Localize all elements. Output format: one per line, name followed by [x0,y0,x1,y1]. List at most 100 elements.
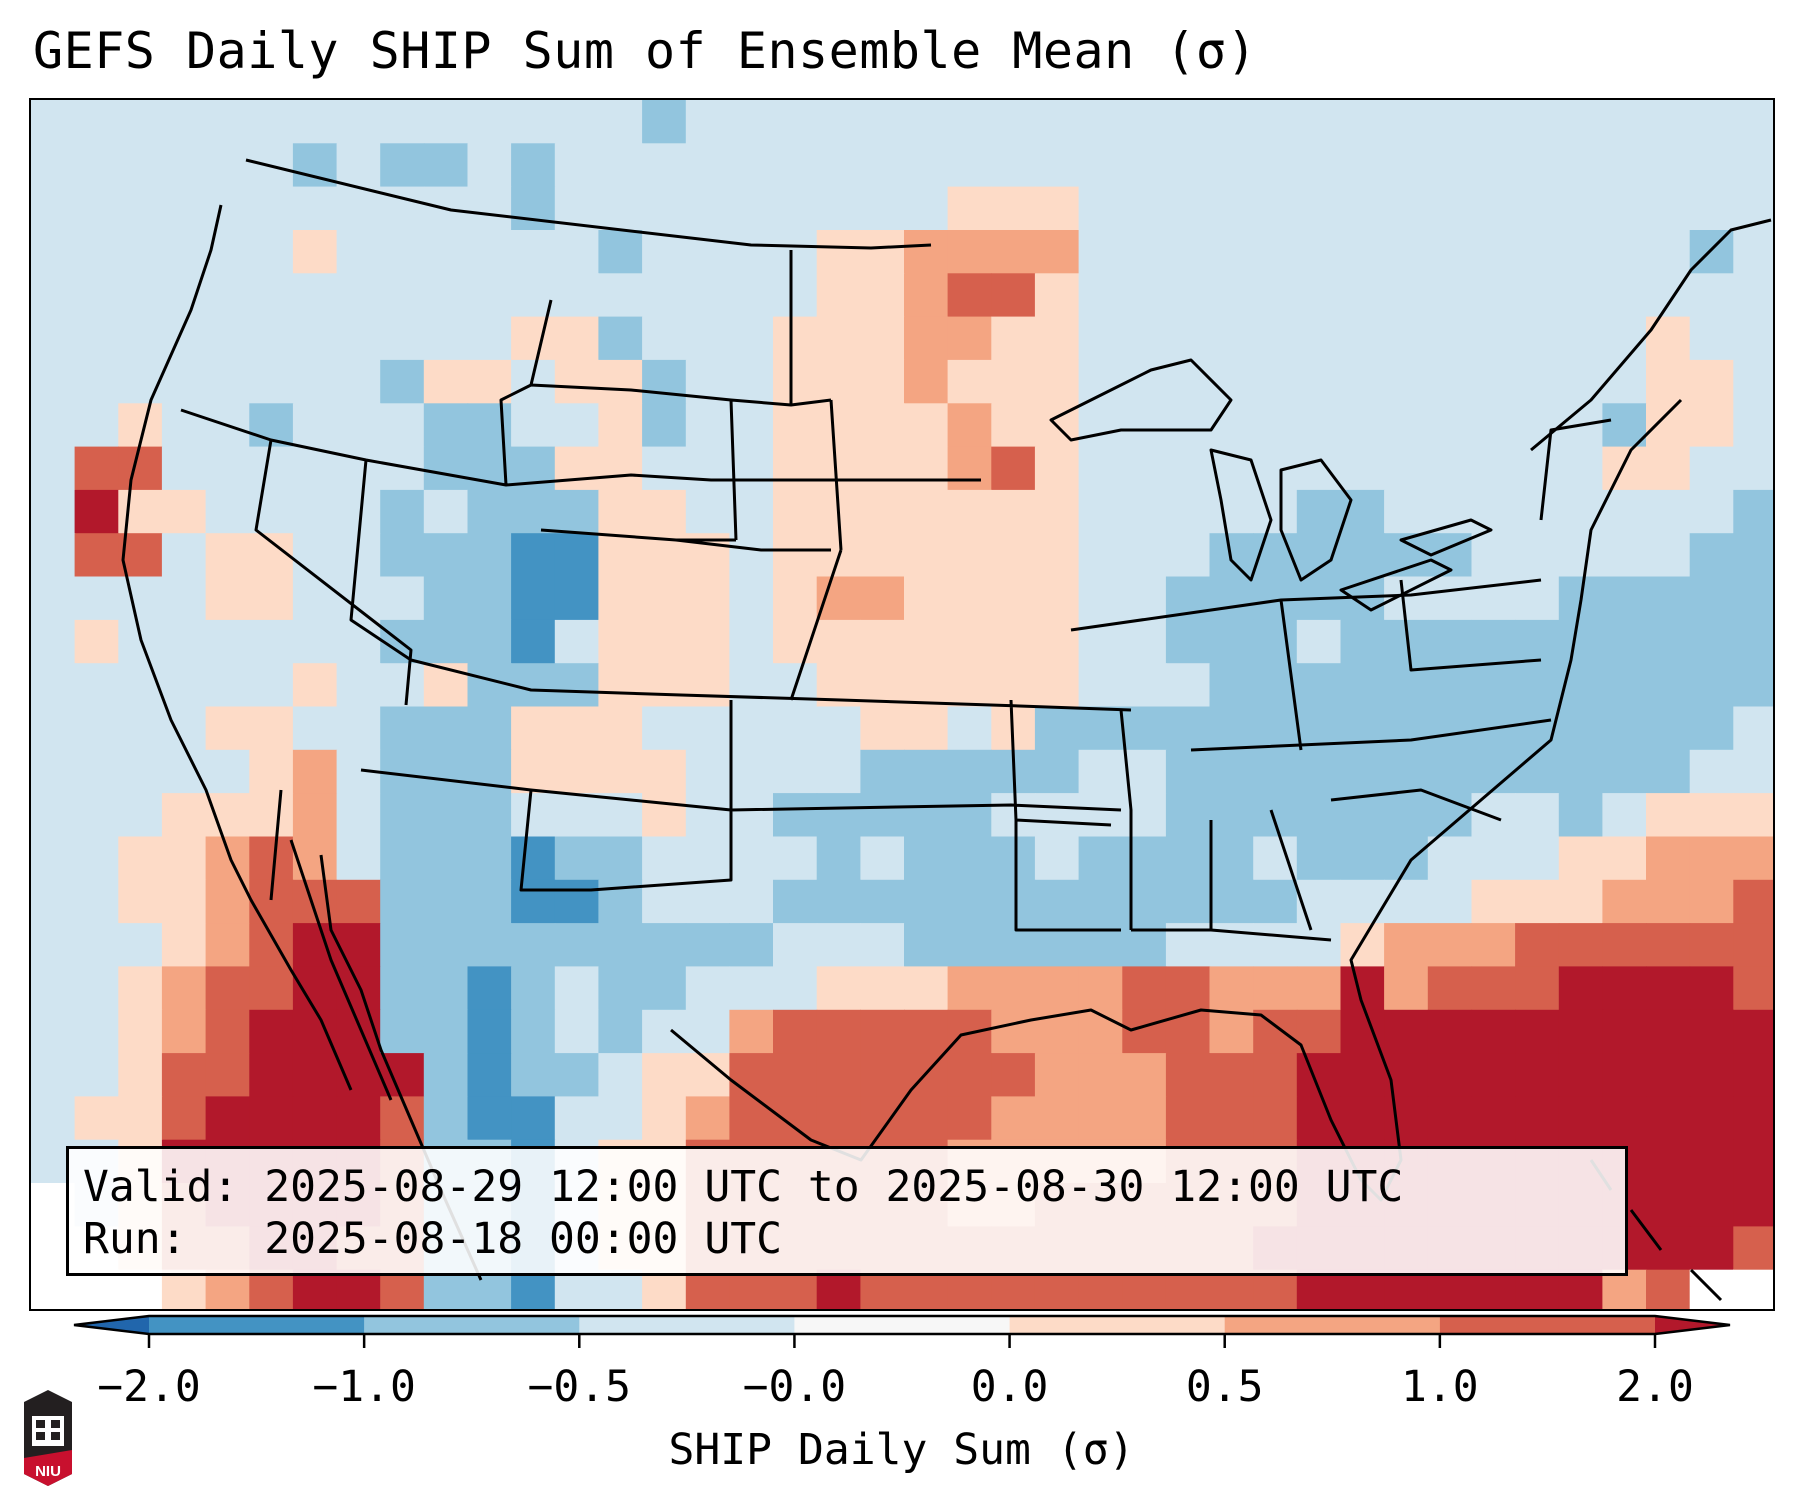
grid-cell [1340,230,1385,274]
great-lakes [1049,358,1493,612]
grid-cell [423,663,469,708]
grid-cell [991,1269,1036,1309]
grid-cell [1646,533,1691,578]
grid-cell [31,1096,76,1141]
grid-cell [1122,533,1167,578]
grid-cell [1733,1183,1773,1227]
grid-cell [685,403,731,448]
grid-cell [773,186,818,231]
grid-cell [1165,749,1211,794]
grid-cell [991,186,1036,231]
grid-cell [991,879,1036,924]
grid-cell [1689,1053,1734,1097]
grid-cell [336,143,381,188]
grid-cell [1558,1096,1604,1141]
grid-cell [1122,186,1167,231]
grid-cell [74,489,119,534]
grid-cell [31,966,76,1011]
grid-cell [467,143,512,188]
grid-cell [336,316,381,361]
grid-cell [598,1053,643,1097]
grid-cell [336,273,381,318]
grid-cell [1209,879,1254,924]
colorbar-segment [794,1316,1010,1334]
grid-cell [249,273,294,318]
grid-cell [554,403,600,448]
grid-cell [1427,143,1473,188]
grid-cell [467,1009,512,1054]
grid-cell [773,879,818,924]
grid-cell [1515,403,1560,448]
grid-cell [511,143,556,188]
grid-cell [1209,576,1254,621]
grid-cell [773,273,818,318]
grid-cell [1078,793,1123,837]
grid-cell [860,749,905,794]
grid-cell [904,446,949,491]
grid-cell [642,186,687,231]
grid-cell [1733,489,1773,534]
grid-cell [380,533,425,578]
grid-cell [1733,533,1773,578]
grid-cell [292,706,338,751]
grid-cell [1165,100,1211,144]
grid-cell [511,533,556,578]
grid-cell [336,186,381,231]
grid-cell [773,143,818,188]
grid-cell [1733,1226,1773,1271]
grid-cell [1646,836,1691,881]
grid-cell [1209,1009,1254,1054]
grid-cell [991,403,1036,448]
grid-cell [74,186,119,231]
grid-cell [205,1009,250,1054]
grid-cell [860,879,905,924]
grid-cell [118,273,163,318]
grid-cell [1122,1009,1167,1054]
grid-cell [1078,663,1123,708]
grid-cell [1253,619,1298,664]
grid-cell [947,663,992,708]
grid-cell [1034,663,1080,708]
grid-cell [904,359,949,404]
grid-cell [598,230,643,274]
grid-cell [1471,143,1516,188]
grid-cell [1078,749,1123,794]
grid-cell [773,1269,818,1309]
grid-cell [1646,100,1691,144]
grid-cell [1253,143,1298,188]
grid-cell [729,316,774,361]
colorbar-tick-label: 2.0 [1616,1362,1694,1412]
grid-cell [1602,230,1647,274]
grid-cell [904,793,949,837]
grid-cell [1384,186,1429,231]
grid-cell [947,923,992,967]
grid-cell [249,316,294,361]
grid-cell [554,619,600,664]
grid-cell [1602,663,1647,708]
grid-cell [118,793,163,837]
grid-cell [1296,836,1342,881]
grid-cell [947,489,992,534]
grid-cell [1296,230,1342,274]
grid-cell [1078,273,1123,318]
grid-cell [31,619,76,664]
grid-cell [1646,186,1691,231]
grid-cell [336,663,381,708]
grid-cell [161,143,207,188]
grid-cell [1602,316,1647,361]
grid-cell [1515,446,1560,491]
grid-cell [205,533,250,578]
grid-cell [1558,619,1604,664]
grid-cell [1646,403,1691,448]
grid-cell [1384,403,1429,448]
grid-cell [467,706,512,751]
grid-cell [1296,359,1342,404]
grid-cell [729,663,774,708]
grid-cell [1384,749,1429,794]
grid-cell [423,403,469,448]
grid-cell [642,576,687,621]
grid-cell [1165,1053,1211,1097]
grid-cell [773,793,818,837]
colorbar-extend-high [1655,1316,1730,1334]
grid-cell [729,576,774,621]
